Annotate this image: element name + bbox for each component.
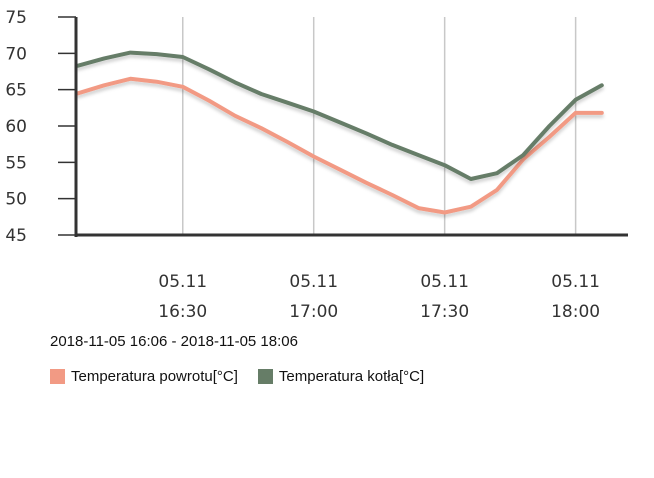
line-chart: 45 50 55 60 65 70 75 05.11 16:30 05.11 17:00 05.11 1… <box>5 8 628 322</box>
y-tick-label: 45 <box>5 226 27 246</box>
y-tick-label: 50 <box>5 190 27 210</box>
legend-item-return-temp[interactable]: Temperatura powrotu[°C] <box>50 368 238 385</box>
legend-label-boiler-temp: Temperatura kotła[°C] <box>278 368 425 385</box>
series-line-return-temp <box>76 76 604 215</box>
y-tick-label: 65 <box>5 81 27 101</box>
y-tick-label: 75 <box>5 8 27 28</box>
x-tick-label-date: 05.11 <box>289 272 338 292</box>
legend-swatch-boiler-temp <box>257 369 273 384</box>
legend-item-boiler-temp[interactable]: Temperatura kotła[°C] <box>257 368 425 385</box>
y-tick-label: 70 <box>5 44 27 64</box>
x-tick-label-time: 16:30 <box>158 302 207 322</box>
y-tick-label: 55 <box>5 153 27 173</box>
series-line-boiler-temp <box>76 50 604 181</box>
y-tick-label: 60 <box>5 117 27 137</box>
x-tick-label-time: 18:00 <box>551 302 600 322</box>
x-tick-label-date: 05.11 <box>158 272 207 292</box>
legend: Temperatura powrotu[°C] Temperatura kotł… <box>50 368 444 385</box>
legend-swatch-return-temp <box>50 369 65 384</box>
legend-label-return-temp: Temperatura powrotu[°C] <box>71 368 238 385</box>
x-tick-label-time: 17:30 <box>420 302 469 322</box>
time-range-label: 2018-11-05 16:06 - 2018-11-05 18:06 <box>50 333 298 350</box>
x-tick-label-time: 17:00 <box>289 302 338 322</box>
x-tick-label-date: 05.11 <box>420 272 469 292</box>
x-tick-label-date: 05.11 <box>551 272 600 292</box>
